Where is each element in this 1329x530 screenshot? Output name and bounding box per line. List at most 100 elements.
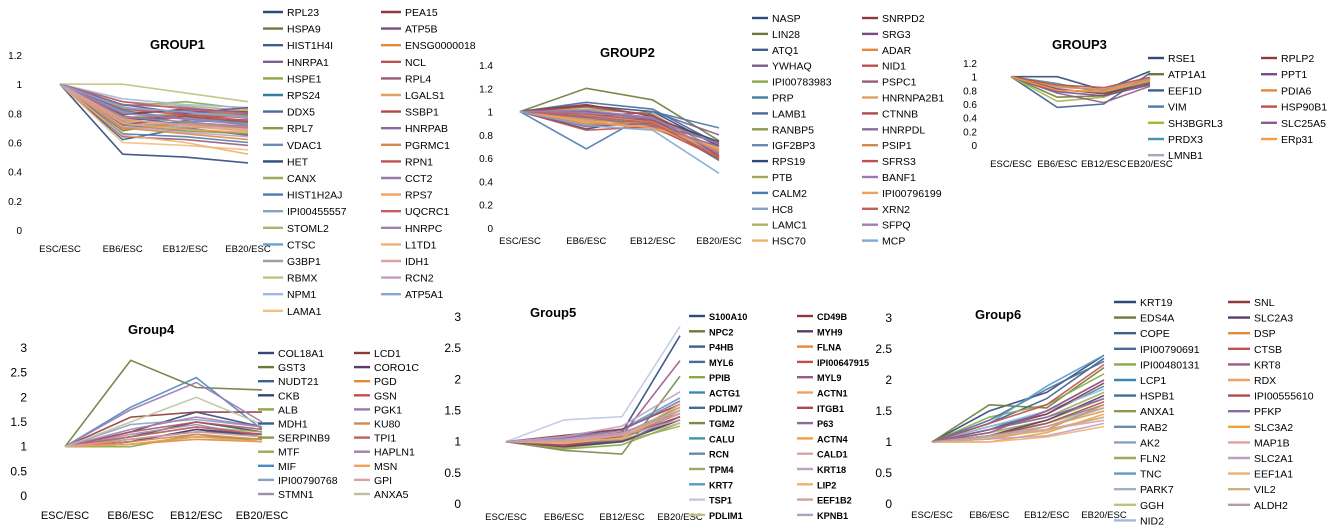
legend-label: LMNB1 xyxy=(1168,150,1203,162)
legend-label: KPNB1 xyxy=(817,511,848,521)
legend-label: EEF1D xyxy=(1168,85,1202,97)
series-line-rse1 xyxy=(1011,70,1151,92)
legend-label: HAPLN1 xyxy=(374,447,415,459)
legend-label: IPI00555610 xyxy=(1254,391,1314,403)
legend-label: GSN xyxy=(374,390,397,402)
legend-label: RPS24 xyxy=(287,90,320,102)
series-line-mcp xyxy=(519,110,720,174)
y-tick-label: 0.8 xyxy=(479,131,493,142)
y-tick-label: 0 xyxy=(971,141,977,152)
legend-label: FLN2 xyxy=(1140,453,1166,465)
legend-label: VIL2 xyxy=(1254,484,1276,496)
legend-label: KRT8 xyxy=(1254,359,1281,371)
legend-label: HSPE1 xyxy=(287,73,322,85)
series-line-gsn xyxy=(64,421,263,448)
legend-label: SH3BGRL3 xyxy=(1168,118,1223,130)
legend-label: ATQ1 xyxy=(772,45,799,57)
legend-label: HC8 xyxy=(772,204,793,216)
legend-label: HIST1H2AJ xyxy=(287,190,342,202)
legend-label: RCN xyxy=(709,450,729,460)
legend-label: PRP xyxy=(772,93,794,105)
legend-label: HNRPA1 xyxy=(287,57,329,69)
x-tick-label: EB20/ESC xyxy=(1081,510,1127,521)
legend-label: PPT1 xyxy=(1281,69,1307,81)
series-line-kpnb1 xyxy=(505,409,681,443)
legend-label: SERPINB9 xyxy=(278,433,330,445)
chart-title: Group6 xyxy=(975,307,1021,322)
chart-title: GROUP3 xyxy=(1052,37,1107,52)
series-line-idh1 xyxy=(59,83,249,131)
legend-label: RANBP5 xyxy=(772,124,814,136)
legend-label: ACTN1 xyxy=(817,389,848,399)
series-line-nid2 xyxy=(931,388,1105,443)
legend-label: LIN28 xyxy=(772,29,800,41)
legend-label: RPS19 xyxy=(772,156,805,168)
legend-label: GPI xyxy=(374,475,392,487)
series-line-erp31 xyxy=(1010,75,1151,93)
x-tick-label: EB6/ESC xyxy=(566,236,606,247)
x-tick-label: ESC/ESC xyxy=(911,510,953,521)
series-line-slc2a1 xyxy=(931,422,1105,443)
legend-label: MAP1B xyxy=(1254,437,1290,449)
legend-label: MSN xyxy=(374,461,397,473)
legend-label: CD49B xyxy=(817,312,847,322)
legend-label: EDS4A xyxy=(1140,313,1174,325)
series-line-npm1 xyxy=(59,83,249,109)
y-tick-label: 1 xyxy=(454,435,461,449)
series-line-tpi1 xyxy=(64,426,263,448)
legend-label: EEF1B2 xyxy=(817,496,852,506)
legend-label: SFPQ xyxy=(882,220,911,232)
legend-label: EEF1A1 xyxy=(1254,469,1293,481)
legend-label: HNRPAB xyxy=(405,123,448,135)
x-tick-label: EB20/ESC xyxy=(1127,159,1173,170)
legend-label: HNRPC xyxy=(405,223,443,235)
x-tick-label: EB12/ESC xyxy=(170,510,223,522)
y-tick-label: 1.5 xyxy=(10,415,27,429)
y-tick-label: 1.2 xyxy=(963,59,977,70)
legend-label: SLC2A3 xyxy=(1254,313,1293,325)
legend-label: CTNNB xyxy=(882,108,918,120)
legend-label: PARK7 xyxy=(1140,484,1174,496)
series-line-aldh2 xyxy=(931,407,1105,443)
legend-label: ACTN4 xyxy=(817,434,849,444)
legend-label: IGF2BP3 xyxy=(772,140,815,152)
y-tick-label: 2.5 xyxy=(444,341,461,355)
legend-label: MCP xyxy=(882,236,905,248)
y-tick-label: 0.8 xyxy=(8,109,22,120)
series-line-het xyxy=(59,83,249,164)
legend-label: MIF xyxy=(278,461,296,473)
series-line-krt19 xyxy=(931,354,1105,443)
y-tick-label: 1.5 xyxy=(444,404,461,418)
x-tick-label: EB12/ESC xyxy=(599,512,645,523)
legend-label: HIST1H4I xyxy=(287,40,333,52)
legend-label: COL18A1 xyxy=(278,348,324,360)
series-line-eef1a1 xyxy=(932,425,1105,443)
legend-label: MTF xyxy=(278,447,300,459)
series-line-msn xyxy=(64,435,263,448)
chart-title: GROUP1 xyxy=(150,37,205,52)
legend-label: RSE1 xyxy=(1168,53,1196,65)
series-line-ctsb xyxy=(931,363,1105,443)
legend-label: KU80 xyxy=(374,419,400,431)
legend-label: ALDH2 xyxy=(1254,500,1288,512)
legend-label: MYH9 xyxy=(817,327,843,337)
legend-label: P63 xyxy=(817,419,833,429)
legend-label: HSC70 xyxy=(772,236,806,248)
legend-label: CTSC xyxy=(287,239,316,251)
chart-2: GROUP2 0 0.2 0.4 0.6 0.8 1 1.2 1.4 ESC/ESC EB6/ESC… xyxy=(479,13,944,248)
legend-label: COPE xyxy=(1140,328,1170,340)
y-tick-label: 2 xyxy=(454,372,461,386)
y-tick-label: 0 xyxy=(16,226,22,237)
legend-label: VIM xyxy=(1168,102,1187,114)
legend-label: LGALS1 xyxy=(405,90,445,102)
y-tick-label: 0.6 xyxy=(963,100,977,111)
legend-label: ATP1A1 xyxy=(1168,69,1206,81)
legend-label: TPM4 xyxy=(709,465,734,475)
x-tick-label: EB20/ESC xyxy=(225,244,271,255)
y-tick-label: 2.5 xyxy=(10,366,27,380)
legend-label: NID2 xyxy=(1140,515,1164,525)
chart-4: Group4 0 0.5 1 1.5 2 2.5 3 ESC/ESC EB6/ESC EB12/ES… xyxy=(10,322,419,522)
chart-6: Group6 0 0.5 1 1.5 2 2.5 3 ESC/ESC EB6/ESC EB12/ES… xyxy=(875,297,1314,527)
legend-label: HSPB1 xyxy=(1140,391,1175,403)
